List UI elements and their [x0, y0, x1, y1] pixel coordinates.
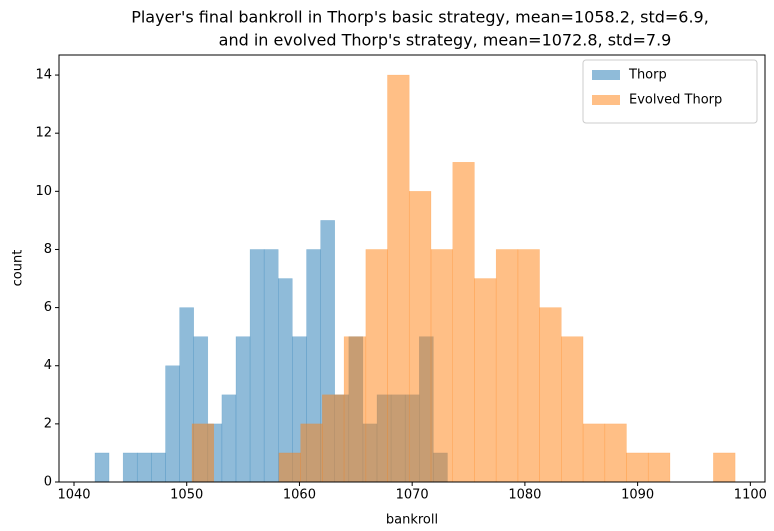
- bar: [122, 452, 138, 483]
- bar: [430, 249, 454, 483]
- bar: [300, 423, 323, 483]
- x-tick-label: 1090: [621, 488, 654, 503]
- bar: [278, 452, 301, 483]
- bar: [604, 423, 627, 483]
- x-tick-label: 1040: [57, 488, 90, 503]
- x-tick-label: 1080: [508, 488, 541, 503]
- bar: [249, 249, 265, 483]
- y-tick-label: 6: [44, 300, 52, 315]
- legend-label: Thorp: [628, 68, 667, 83]
- bar: [408, 191, 432, 483]
- bar: [647, 452, 671, 483]
- bar: [94, 452, 110, 483]
- bar: [263, 249, 279, 483]
- y-tick-label: 14: [35, 68, 52, 83]
- chart-title: and in evolved Thorp's strategy, mean=10…: [219, 31, 672, 50]
- bar: [343, 336, 367, 483]
- chart-title: Player's final bankroll in Thorp's basic…: [131, 8, 709, 27]
- bar: [235, 336, 251, 483]
- legend-swatch: [592, 95, 620, 105]
- bar: [517, 249, 540, 483]
- y-tick-label: 4: [44, 358, 52, 373]
- bar: [387, 74, 410, 483]
- bar: [151, 452, 166, 483]
- bar: [452, 162, 475, 483]
- bar: [165, 365, 180, 483]
- y-axis-label: count: [11, 250, 26, 287]
- x-tick-label: 1070: [396, 488, 429, 503]
- bar: [626, 452, 649, 483]
- bar: [582, 423, 606, 483]
- y-tick-label: 12: [35, 126, 52, 141]
- y-tick-label: 0: [44, 475, 52, 490]
- bar: [221, 394, 237, 483]
- bar: [561, 336, 584, 483]
- bar: [474, 278, 497, 483]
- legend-swatch: [592, 70, 620, 80]
- legend-box: [582, 59, 758, 124]
- legend-label: Evolved Thorp: [629, 93, 722, 108]
- bar: [136, 452, 152, 483]
- y-tick-label: 10: [35, 184, 52, 199]
- y-tick-label: 2: [44, 416, 52, 431]
- bar: [713, 452, 736, 483]
- bar: [322, 394, 345, 483]
- bar: [495, 249, 519, 483]
- bar: [179, 307, 194, 483]
- x-tick-label: 1060: [283, 488, 316, 503]
- bar: [278, 278, 293, 483]
- y-tick-label: 8: [44, 242, 52, 257]
- x-axis-label: bankroll: [386, 513, 438, 528]
- bar: [365, 249, 388, 483]
- bar: [539, 307, 562, 483]
- x-tick-label: 1050: [170, 488, 203, 503]
- bar: [191, 423, 215, 483]
- x-tick-label: 1100: [734, 488, 767, 503]
